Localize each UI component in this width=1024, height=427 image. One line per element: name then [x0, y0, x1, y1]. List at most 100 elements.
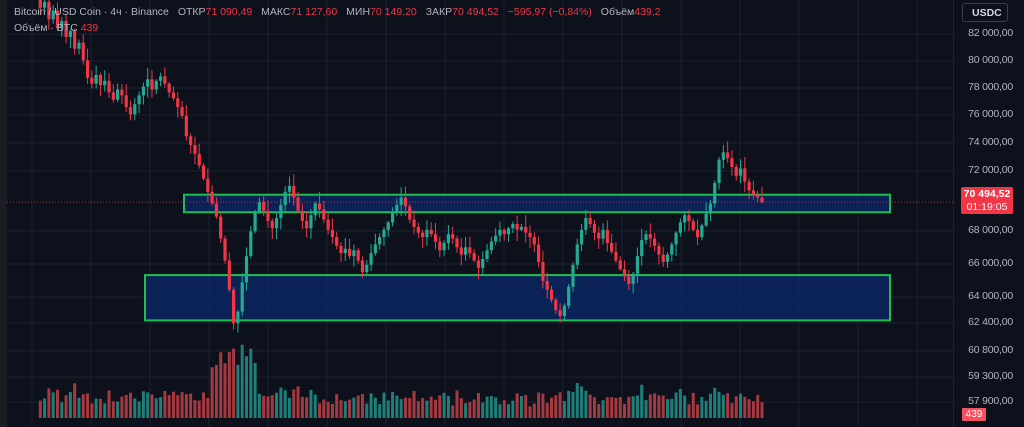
volume-bar: [120, 396, 124, 418]
candle-body: [266, 210, 270, 222]
candle-body: [674, 232, 678, 245]
ohlc-legend-row: Bitcoin / USD Coin · 4ч · Binance ОТКР71…: [14, 6, 661, 18]
volume-bar: [751, 401, 755, 418]
candle-body: [429, 229, 433, 235]
volume-bar: [678, 388, 682, 418]
low-label: МИН: [346, 6, 371, 18]
volume-bar: [623, 404, 627, 418]
candle-body: [446, 234, 451, 243]
candle-body: [309, 215, 313, 229]
volume-bar: [296, 386, 300, 418]
volume-bar: [287, 397, 291, 418]
volume-bar: [605, 397, 609, 418]
volume-bar: [116, 401, 120, 418]
volume-bar: [90, 403, 94, 418]
volume-bar: [47, 388, 51, 418]
volume-bar: [330, 403, 334, 418]
interval-label[interactable]: 4ч: [110, 6, 122, 18]
volume-bar: [163, 391, 167, 418]
price-tick-label: 60 800,00: [968, 344, 1013, 356]
candle-body: [300, 210, 304, 222]
volume-bar: [343, 401, 347, 418]
volume-bar: [391, 391, 395, 418]
volume-bar: [313, 394, 317, 418]
candle-body: [116, 89, 120, 100]
candle-body: [472, 253, 476, 261]
candle-body: [485, 250, 489, 260]
volume-bar: [43, 398, 47, 418]
candle-body: [339, 245, 343, 254]
candle-body: [648, 234, 652, 239]
candle-body: [738, 168, 743, 176]
candle-body: [189, 136, 193, 146]
volume-bar: [515, 393, 519, 418]
candle-body: [588, 218, 592, 224]
price-tick-label: 80 000,00: [968, 54, 1013, 66]
volume-bar: [129, 392, 133, 418]
lower-support-zone[interactable]: [144, 274, 891, 322]
candle-body: [390, 212, 395, 223]
volume-bar: [244, 356, 248, 418]
volume-bar: [760, 402, 764, 418]
volume-bar: [545, 403, 549, 418]
candle-body: [343, 248, 347, 254]
volume-bar: [373, 397, 377, 418]
candle-body: [463, 247, 468, 255]
candle-body: [700, 225, 704, 238]
volume-bar: [94, 398, 98, 418]
candle-body: [704, 213, 708, 226]
candle-body: [644, 234, 648, 241]
candle-body: [133, 104, 137, 115]
candle-body: [184, 115, 188, 137]
volume-value: 439,2: [634, 6, 661, 18]
candle-body: [747, 181, 751, 191]
candle-body: [176, 98, 180, 108]
volume-bar: [468, 402, 472, 418]
volume-bar: [360, 393, 364, 418]
volume-bar: [592, 397, 596, 418]
volume-bar: [601, 400, 605, 418]
candle-body: [167, 83, 171, 93]
volume-bar: [584, 390, 588, 418]
candle-body: [322, 209, 326, 220]
volume-row-value: 439: [80, 22, 99, 34]
price-tick-label: 62 400,00: [968, 316, 1013, 328]
candle-body: [103, 80, 107, 86]
volume-bar: [292, 389, 296, 418]
candle-body: [244, 256, 249, 283]
candlestick-chart[interactable]: [0, 0, 953, 427]
candle-body: [408, 206, 412, 220]
candle-body: [227, 260, 231, 290]
volume-bar: [38, 400, 42, 418]
candle-body: [584, 218, 588, 230]
last-price-tag: 70 494,52 01:19:05: [961, 187, 1013, 214]
candle-body: [670, 244, 674, 255]
candle-body: [270, 221, 274, 229]
candle-body: [459, 247, 463, 255]
candle-body: [210, 191, 214, 204]
candle-body: [455, 238, 459, 248]
volume-bar: [455, 390, 459, 418]
volume-row-label[interactable]: Объём · BTC: [14, 22, 78, 34]
volume-bar: [279, 387, 283, 418]
volume-bar: [133, 398, 137, 418]
candle-body: [640, 240, 644, 257]
currency-button[interactable]: USDC: [962, 3, 1008, 22]
candle-body: [549, 289, 554, 300]
candle-body: [614, 251, 618, 261]
volume-bar: [365, 403, 369, 418]
candle-body: [528, 232, 532, 238]
candle-body: [214, 203, 219, 217]
volume-bar: [378, 403, 382, 418]
candle-body: [494, 235, 498, 242]
candle-body: [622, 269, 627, 277]
price-tick-label: 82 000,00: [968, 27, 1013, 39]
candle-body: [60, 20, 64, 29]
candle-body: [687, 215, 691, 222]
candle-body: [98, 74, 103, 86]
volume-bar: [81, 394, 85, 418]
candle-body: [356, 250, 360, 261]
candle-body: [713, 183, 717, 204]
candle-body: [77, 42, 81, 49]
symbol-name[interactable]: Bitcoin / USD Coin: [14, 6, 101, 18]
